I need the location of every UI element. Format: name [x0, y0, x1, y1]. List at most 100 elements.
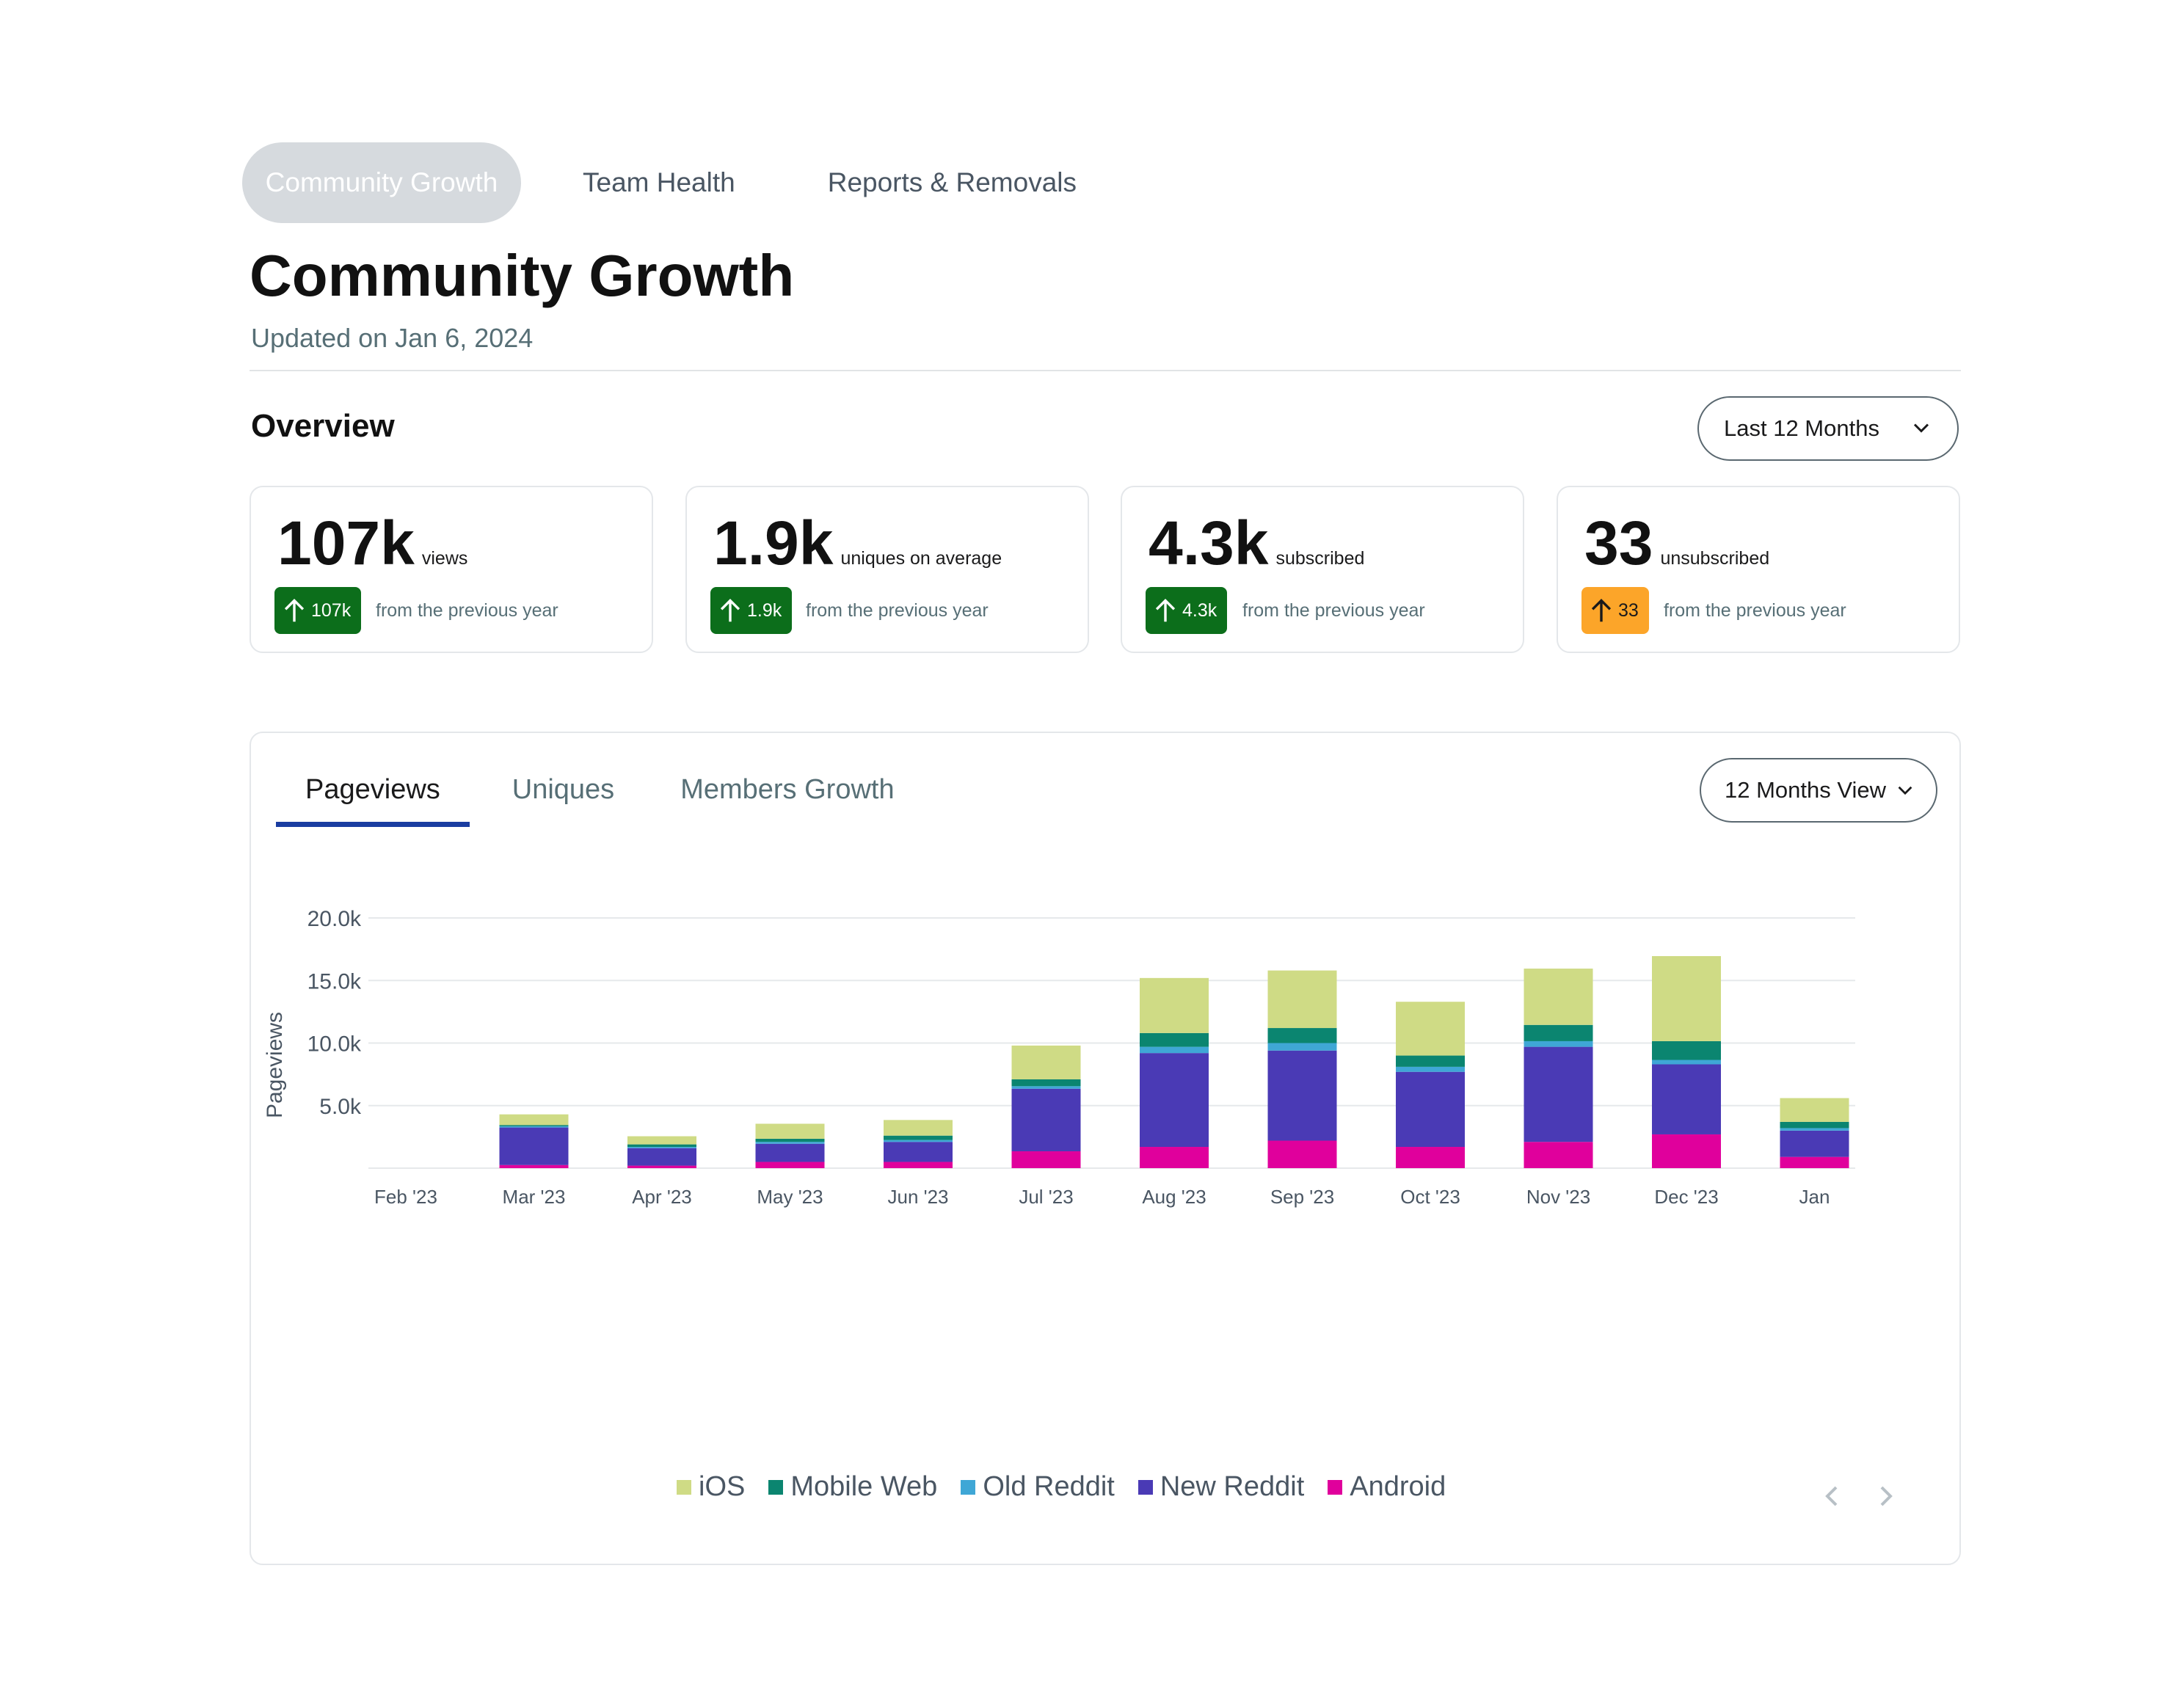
x-tick-label: Dec '23	[1654, 1186, 1718, 1208]
chevron-left-icon[interactable]	[1817, 1481, 1846, 1511]
bar-segment-android[interactable]	[1652, 1134, 1721, 1168]
bar-segment-old-reddit[interactable]	[755, 1142, 825, 1144]
x-tick-label: Sep '23	[1270, 1186, 1334, 1208]
tab-reports-removals[interactable]: Reports & Removals	[827, 167, 1077, 197]
bar-segment-new-reddit[interactable]	[1396, 1071, 1465, 1148]
y-tick-label: 10.0k	[307, 1032, 362, 1057]
bar-segment-mobile-web[interactable]	[1524, 1024, 1593, 1041]
bar-segment-new-reddit[interactable]	[1780, 1130, 1849, 1157]
bar-segment-old-reddit[interactable]	[1267, 1043, 1337, 1051]
bar-segment-ios[interactable]	[1524, 969, 1593, 1025]
x-tick-label: Feb '23	[374, 1186, 437, 1208]
bar-segment-new-reddit[interactable]	[755, 1143, 825, 1162]
divider	[250, 370, 1961, 371]
legend-pager	[1817, 1481, 1926, 1511]
bar-segment-new-reddit[interactable]	[1267, 1050, 1337, 1141]
chevron-right-icon[interactable]	[1871, 1481, 1901, 1511]
legend-item-ios[interactable]: iOS	[677, 1471, 745, 1503]
bar-segment-mobile-web[interactable]	[884, 1135, 953, 1140]
bar-segment-android[interactable]	[1011, 1151, 1081, 1168]
legend-label: Old Reddit	[983, 1471, 1115, 1502]
stat-unit: subscribed	[1275, 548, 1365, 569]
bar-segment-old-reddit[interactable]	[1011, 1086, 1081, 1089]
bar-segment-old-reddit[interactable]	[884, 1140, 953, 1142]
bar-segment-mobile-web[interactable]	[1780, 1121, 1849, 1129]
bar-segment-ios[interactable]	[499, 1114, 569, 1126]
tab-community-growth[interactable]: Community Growth	[242, 142, 521, 223]
bar-segment-android[interactable]	[627, 1165, 696, 1168]
tab-team-health[interactable]: Team Health	[583, 167, 735, 197]
legend-swatch	[1138, 1479, 1153, 1495]
legend-item-new-reddit[interactable]: New Reddit	[1138, 1471, 1304, 1503]
tab-members-growth[interactable]: Members Growth	[680, 774, 895, 805]
legend-swatch	[961, 1479, 976, 1495]
bar-segment-ios[interactable]	[1652, 956, 1721, 1041]
bar-segment-mobile-web[interactable]	[1140, 1032, 1209, 1047]
bar-segment-old-reddit[interactable]	[627, 1147, 696, 1148]
bar-segment-android[interactable]	[1524, 1142, 1593, 1168]
legend-label: Android	[1350, 1471, 1446, 1502]
legend-item-mobile-web[interactable]: Mobile Web	[768, 1471, 937, 1503]
bar-segment-new-reddit[interactable]	[1140, 1053, 1209, 1148]
stat-card-views: 107k views 107k from the previous year	[250, 486, 653, 653]
legend-label: New Reddit	[1160, 1471, 1305, 1502]
legend-item-old-reddit[interactable]: Old Reddit	[961, 1471, 1115, 1503]
bar-segment-old-reddit[interactable]	[499, 1126, 569, 1128]
chart-tabs: Pageviews Uniques Members Growth	[276, 774, 924, 827]
x-tick-label: May '23	[757, 1186, 823, 1208]
bar-segment-android[interactable]	[755, 1162, 825, 1168]
bar-segment-ios[interactable]	[1267, 970, 1337, 1029]
bar-segment-mobile-web[interactable]	[1652, 1040, 1721, 1060]
bar-segment-new-reddit[interactable]	[1652, 1064, 1721, 1134]
bar-segment-mobile-web[interactable]	[627, 1144, 696, 1148]
bar-segment-new-reddit[interactable]	[1524, 1046, 1593, 1142]
bar-segment-mobile-web[interactable]	[499, 1125, 569, 1126]
bar-segment-android[interactable]	[1140, 1147, 1209, 1168]
bar-segment-new-reddit[interactable]	[884, 1142, 953, 1162]
x-tick-label: Apr '23	[632, 1186, 692, 1208]
stat-card-uniques: 1.9k uniques on average 1.9k from the pre…	[685, 486, 1089, 653]
bar-segment-new-reddit[interactable]	[499, 1127, 569, 1165]
bar-segment-ios[interactable]	[755, 1123, 825, 1139]
arrow-up-icon	[720, 598, 740, 622]
tab-uniques[interactable]: Uniques	[512, 774, 615, 805]
x-tick-label: Nov '23	[1526, 1186, 1590, 1208]
range-select[interactable]: Last 12 Months	[1697, 396, 1959, 461]
bar-segment-mobile-web[interactable]	[1267, 1028, 1337, 1043]
bar-segment-android[interactable]	[1780, 1156, 1849, 1168]
bar-segment-android[interactable]	[884, 1162, 953, 1168]
bar-segment-ios[interactable]	[884, 1120, 953, 1136]
bar-segment-android[interactable]	[1396, 1147, 1465, 1168]
legend-item-android[interactable]: Android	[1328, 1471, 1446, 1503]
tab-pageviews[interactable]: Pageviews	[276, 774, 470, 827]
bar-segment-mobile-web[interactable]	[755, 1138, 825, 1142]
bar-segment-old-reddit[interactable]	[1780, 1128, 1849, 1131]
bar-segment-android[interactable]	[1267, 1140, 1337, 1168]
bar-segment-old-reddit[interactable]	[1396, 1066, 1465, 1072]
bar-segment-mobile-web[interactable]	[1011, 1079, 1081, 1087]
bar-segment-ios[interactable]	[1140, 977, 1209, 1033]
chevron-down-icon	[1898, 786, 1912, 795]
bar-segment-old-reddit[interactable]	[1652, 1060, 1721, 1065]
bar-segment-ios[interactable]	[1780, 1098, 1849, 1122]
legend-label: Mobile Web	[790, 1471, 938, 1502]
bar-segment-android[interactable]	[499, 1164, 569, 1168]
bar-segment-old-reddit[interactable]	[1140, 1046, 1209, 1054]
bar-segment-old-reddit[interactable]	[1524, 1040, 1593, 1047]
legend-swatch	[768, 1479, 784, 1495]
page-title: Community Growth	[250, 243, 795, 308]
stat-delta-badge: 33	[1581, 587, 1649, 634]
stat-delta-badge: 4.3k	[1146, 587, 1228, 634]
bar-segment-new-reddit[interactable]	[627, 1148, 696, 1166]
stat-from: from the previous year	[1664, 600, 1846, 621]
bar-segment-new-reddit[interactable]	[1011, 1088, 1081, 1151]
bar-segment-ios[interactable]	[627, 1136, 696, 1145]
stat-delta: 4.3k	[1182, 599, 1217, 621]
view-select[interactable]: 12 Months View	[1700, 758, 1937, 823]
bar-segment-ios[interactable]	[1011, 1045, 1081, 1079]
bar-segment-ios[interactable]	[1396, 1002, 1465, 1056]
stat-from: from the previous year	[1242, 600, 1425, 621]
y-tick-label: 15.0k	[307, 969, 362, 994]
bar-segment-mobile-web[interactable]	[1396, 1055, 1465, 1067]
